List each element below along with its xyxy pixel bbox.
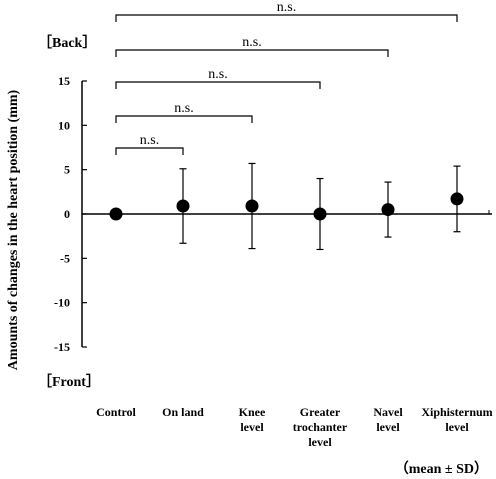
category-labels-group: Control On land Knee level Greater trochanter…: [96, 405, 493, 449]
category-label: Knee level: [239, 405, 266, 434]
front-label: ［Front］: [38, 373, 100, 390]
data-point: [176, 199, 190, 213]
significance-bracket: [115, 147, 184, 155]
data-point: [450, 192, 464, 206]
significance-bracket: [115, 81, 321, 89]
y-tick-label--5: -5: [60, 251, 70, 265]
data-point: [381, 203, 395, 217]
mean-sd-footnote: （mean ± SD）: [395, 461, 488, 477]
error-bars-group: [179, 162, 461, 251]
back-label: ［Back］: [38, 34, 96, 51]
category-label: Xiphisternum level: [421, 405, 492, 434]
data-point: [109, 207, 123, 221]
significance-label: n.s.: [140, 133, 159, 148]
significance-bracket: [115, 14, 458, 22]
significance-bracket: [115, 115, 253, 123]
category-label: Navel level: [373, 405, 403, 434]
y-tick-label-5: 5: [64, 163, 70, 177]
significance-bracket: [115, 49, 389, 57]
category-label: Control: [96, 405, 136, 419]
data-point: [313, 207, 327, 221]
y-tick-label--15: -15: [54, 340, 70, 354]
significance-brackets: n.s. n.s. n.s. n.s. n.s.: [115, 0, 458, 155]
significance-label: n.s.: [277, 0, 296, 15]
data-point: [245, 199, 259, 213]
significance-label: n.s.: [174, 101, 193, 116]
category-label: Greater trochanter level: [293, 405, 348, 449]
significance-label: n.s.: [208, 67, 227, 82]
points-group: [109, 192, 464, 221]
y-ticks-group: 15 10 5 0 -5 -10 -15: [54, 74, 87, 354]
y-tick-label-10: 10: [58, 118, 70, 132]
y-tick-label-0: 0: [64, 207, 70, 221]
category-label: On land: [162, 405, 204, 419]
y-tick-label--10: -10: [54, 296, 70, 310]
significance-label: n.s.: [242, 35, 261, 50]
y-tick-label-15: 15: [58, 74, 70, 88]
y-axis-title-group: Amounts of changes in the heart position…: [6, 89, 21, 370]
y-axis-title: Amounts of changes in the heart position…: [6, 89, 21, 370]
